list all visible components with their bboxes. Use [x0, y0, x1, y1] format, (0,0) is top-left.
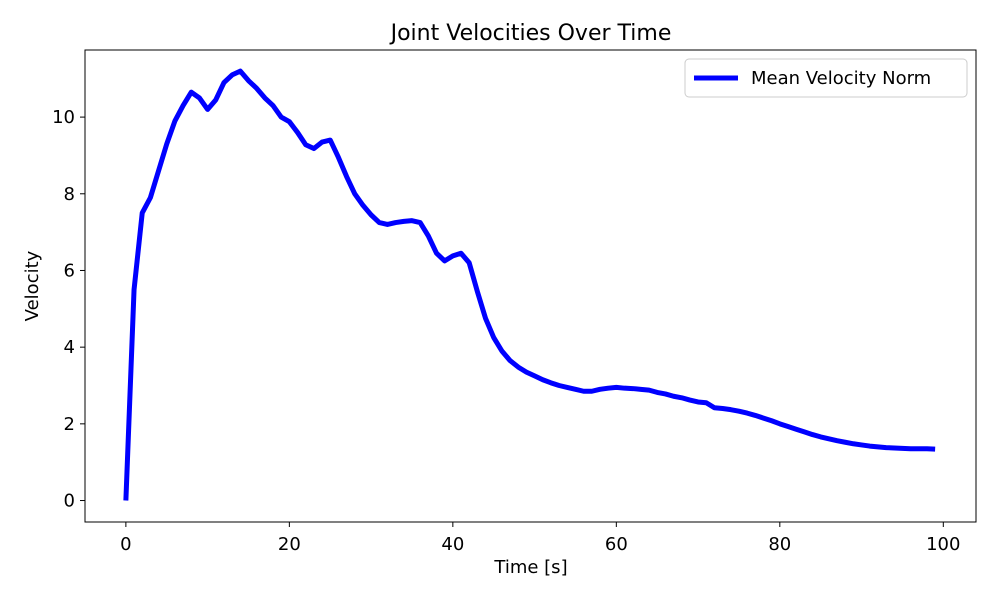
x-tick-label: 20: [278, 534, 301, 555]
y-tick-label: 8: [64, 184, 75, 205]
x-axis: 0 20 40 60 80 100: [120, 522, 960, 555]
x-tick-label: 40: [441, 534, 464, 555]
legend-entry: Mean Velocity Norm: [751, 68, 931, 89]
series-line-0: [123, 68, 936, 501]
plot-area: [123, 68, 936, 501]
legend-box: [684, 58, 968, 98]
y-tick-label: 10: [52, 107, 75, 128]
y-axis-label: Velocity: [22, 250, 43, 321]
y-tick-label: 4: [64, 337, 75, 358]
x-tick-label: 80: [768, 534, 791, 555]
y-tick-label: 6: [64, 260, 75, 281]
y-tick-label: 2: [64, 414, 75, 435]
y-axis: 0 2 4 6 8 10: [52, 107, 85, 512]
x-axis-label: Time [s]: [493, 557, 567, 578]
x-tick-label: 0: [120, 534, 131, 555]
x-tick-label: 60: [605, 534, 628, 555]
y-tick-label: 0: [64, 491, 75, 512]
chart-title: Joint Velocities Over Time: [389, 21, 672, 46]
x-tick-label: 100: [926, 534, 960, 555]
legend: Mean Velocity Norm: [684, 58, 968, 98]
plot-frame: [84, 49, 977, 523]
